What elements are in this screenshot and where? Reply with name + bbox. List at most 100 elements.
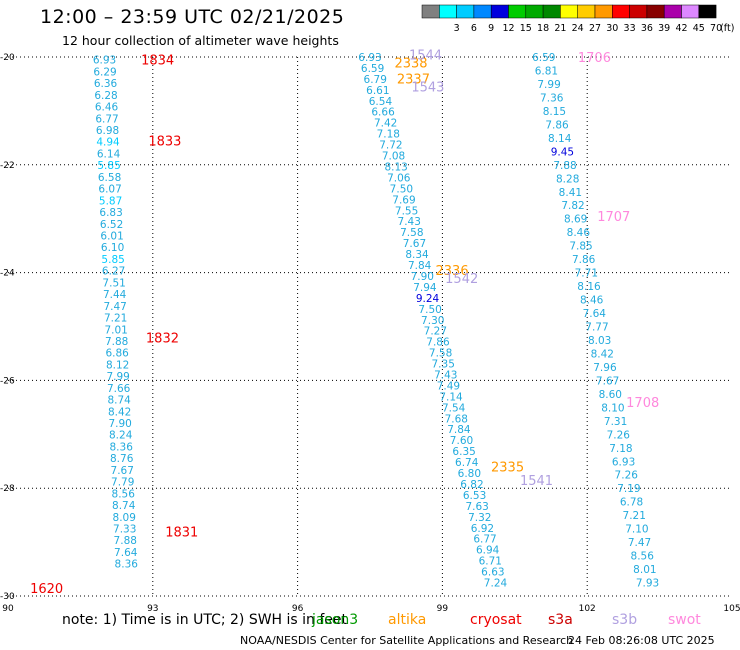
pass-time-label: 1831 [165, 525, 198, 540]
colorbar-unit: (ft) [720, 23, 734, 34]
wave-height-value: 7.30 [421, 315, 444, 327]
wave-height-value: 7.69 [392, 194, 415, 206]
axis-ticks: 90 93 96 99 102 105 -20 -22 -24 -26 -28 -30 [0, 53, 740, 614]
wave-height-value: 6.93 [93, 55, 116, 67]
wave-height-value: 7.68 [445, 413, 468, 425]
colorbar-swatch [663, 4, 682, 19]
wave-height-value: 7.85 [569, 241, 592, 253]
wave-height-value: 6.66 [371, 107, 395, 119]
wave-height-value: 6.79 [364, 74, 387, 86]
footer-note: note: 1) Time is in UTC; 2) SWH is in fe… [62, 612, 348, 628]
wave-height-value: 7.47 [628, 537, 651, 549]
x-tick-label: 105 [723, 604, 740, 614]
wave-height-value: 8.36 [110, 441, 134, 453]
wave-height-value: 6.58 [98, 172, 121, 184]
wave-height-value: 7.67 [596, 375, 619, 387]
colorbar-swatch [439, 4, 457, 19]
colorbar-swatch [698, 4, 717, 19]
chart-grid [8, 56, 732, 597]
y-tick-label: -20 [0, 53, 15, 63]
wave-height-value: 8.46 [567, 227, 591, 239]
pass-time-label: 2337 [397, 73, 430, 88]
wave-height-value: 7.88 [105, 336, 128, 348]
legend-entry-altika: altika [388, 612, 427, 628]
wave-height-value: 6.71 [479, 556, 502, 568]
wave-height-value: 7.42 [374, 118, 397, 130]
wave-height-value: 4.94 [96, 137, 120, 149]
wave-height-value: 7.51 [102, 277, 125, 289]
pass-time-label: 1544 [409, 48, 442, 63]
wave-height-value: 8.60 [599, 389, 622, 401]
wave-height-value: 7.26 [607, 429, 631, 441]
wave-height-value: 8.01 [633, 564, 656, 576]
wave-height-value: 8.56 [112, 488, 136, 500]
wave-height-value: 8.03 [588, 335, 611, 347]
wave-height-value: 6.53 [463, 490, 486, 502]
colorbar-label: 18 [537, 23, 549, 34]
wave-height-value: 7.49 [437, 380, 460, 392]
colorbar-label: 24 [572, 23, 584, 34]
wave-height-value: 7.63 [465, 501, 488, 513]
wave-height-value: 5.87 [99, 195, 122, 207]
pass-time-label: 1708 [626, 396, 659, 411]
wave-height-value: 6.61 [366, 85, 389, 97]
colorbar-swatch [577, 4, 596, 19]
y-tick-label: -30 [0, 592, 15, 602]
wave-height-value: 7.50 [418, 304, 441, 316]
colorbar-swatch [542, 4, 561, 19]
wave-height-value: 6.14 [97, 148, 121, 160]
wave-height-value: 7.79 [111, 477, 134, 489]
colorbar-swatch [629, 4, 648, 19]
wave-height-value: 7.55 [395, 205, 418, 217]
y-tick-label: -22 [0, 161, 15, 171]
wave-height-value: 6.78 [620, 497, 643, 509]
pass-time-label: 1620 [30, 582, 63, 597]
wave-height-value: 7.21 [623, 510, 646, 522]
wave-height-value: 8.24 [109, 430, 133, 442]
wave-height-value: 8.12 [106, 359, 129, 371]
wave-height-value: 8.41 [559, 187, 582, 199]
legend-entry-swot: swot [668, 612, 701, 628]
wave-height-value: 7.99 [537, 79, 560, 91]
wave-height-value: 8.56 [631, 551, 655, 563]
colorbar-label: 27 [589, 23, 601, 34]
wave-height-value: 5.85 [97, 160, 120, 172]
wave-height-value: 8.74 [112, 500, 136, 512]
wave-height-value: 6.81 [535, 65, 558, 77]
wave-height-value: 7.54 [442, 402, 466, 414]
wave-height-value: 8.14 [548, 133, 572, 145]
wave-height-value: 8.34 [405, 249, 429, 261]
wave-height-marks: 6.936.296.366.286.466.776.984.946.145.85… [0, 52, 659, 595]
colorbar-label: 6 [471, 23, 477, 34]
pass-time-label: 2338 [394, 56, 427, 71]
colorbar-label: 12 [502, 23, 514, 34]
colorbar-label: 70 [710, 23, 722, 34]
wave-height-value: 7.94 [413, 282, 437, 294]
pass-time-label: 2336 [436, 264, 469, 279]
wave-height-value: 6.01 [100, 230, 123, 242]
pass-time-label: 1707 [597, 210, 630, 225]
wave-height-value: 7.71 [575, 268, 598, 280]
color-scale-bar: 3 6 9 12 15 18 21 24 27 30 33 36 39 42 45 70(ft) [421, 4, 734, 34]
colorbar-label: 30 [606, 23, 618, 34]
wave-height-value: 7.86 [572, 254, 596, 266]
footer-timestamp: 24 Feb 08:26:08 UTC 2025 [568, 634, 715, 647]
wave-height-value: 6.52 [100, 219, 123, 231]
colorbar-label: 42 [675, 23, 687, 34]
wave-height-value: 7.27 [424, 326, 447, 338]
wave-height-value: 6.77 [95, 113, 118, 125]
wave-height-value: 6.86 [105, 348, 129, 360]
wave-height-value: 7.64 [583, 308, 607, 320]
wave-height-value: 7.10 [625, 524, 648, 536]
wave-height-value: 6.35 [452, 446, 475, 458]
wave-height-value: 7.50 [390, 183, 413, 195]
x-tick-label: 102 [579, 604, 596, 614]
colorbar-label: 39 [658, 23, 670, 34]
wave-height-value: 7.72 [379, 140, 402, 152]
pass-time-label: 1834 [141, 54, 174, 69]
wave-height-value: 6.36 [94, 78, 118, 90]
wave-height-value: 7.47 [103, 301, 126, 313]
wave-height-value: 7.88 [114, 535, 137, 547]
time-labels: 1834 1833 1832 1831 1620 2338 2337 2336 2335 1544… [30, 48, 659, 597]
wave-height-value: 8.69 [564, 214, 587, 226]
